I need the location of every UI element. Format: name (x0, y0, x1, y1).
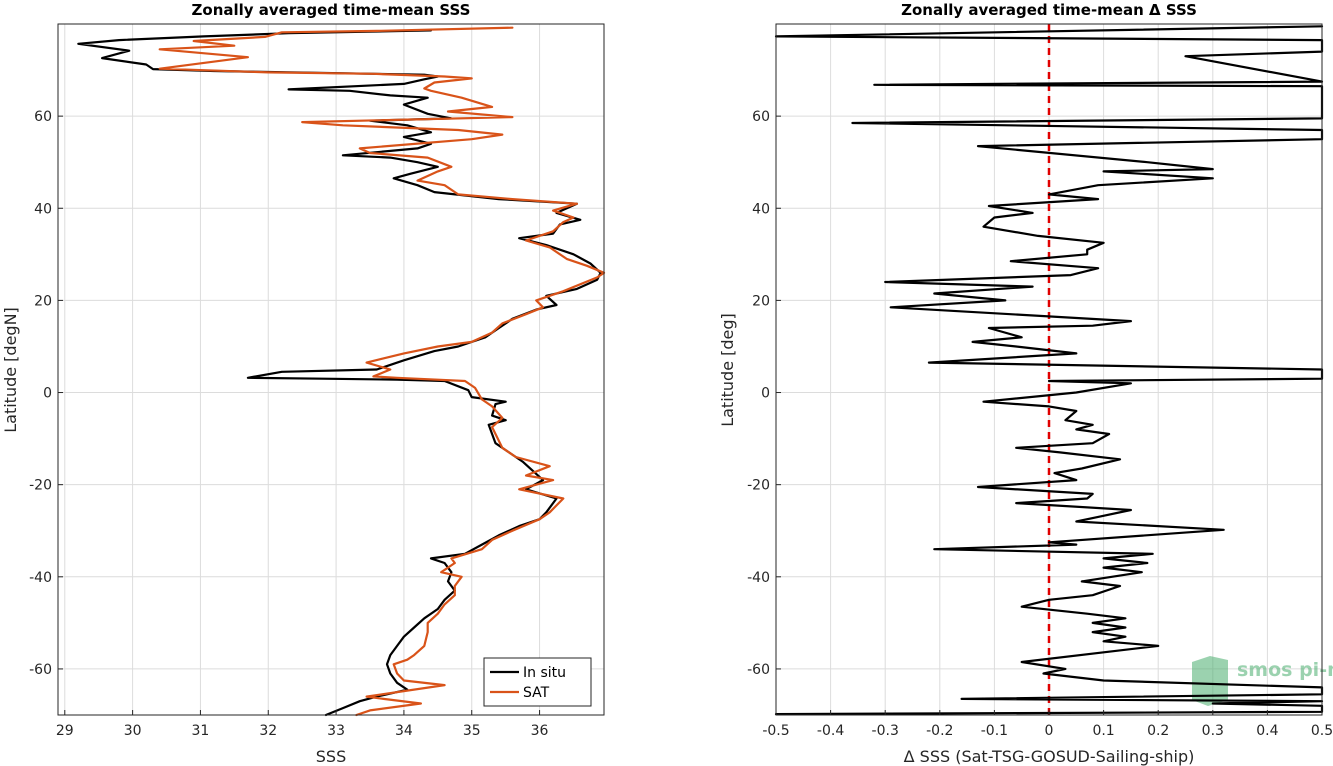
legend: In situ SAT (483, 657, 592, 707)
left-axes-box (57, 23, 605, 716)
left-series (77, 26, 606, 717)
left-x-tick-label: 33 (327, 723, 345, 739)
right-x-tick-label: 0 (1045, 723, 1054, 739)
right-y-tick-label: -60 (747, 662, 770, 678)
right-y-tick-label: 20 (752, 293, 770, 309)
left-plot-area (58, 24, 604, 715)
right-x-tick-label: -0.3 (872, 723, 899, 739)
right-x-tick-label: 0.2 (1147, 723, 1169, 739)
right-x-tick-label: -0.4 (817, 723, 844, 739)
left-x-tick-label: 31 (192, 723, 210, 739)
right-series-line-0 (774, 25, 1324, 716)
left-series-line-in-situ (77, 29, 602, 717)
left-y-tick-label: 20 (34, 293, 52, 309)
right-y-axis-label: Latitude [deg] (718, 313, 737, 427)
left-x-tick-label: 29 (56, 723, 74, 739)
left-x-tick-label: 34 (395, 723, 413, 739)
left-x-tick-label: 32 (259, 723, 277, 739)
left-series-line-sat (158, 26, 606, 717)
right-y-tick-label: 60 (752, 109, 770, 125)
right-x-tick-label: -0.1 (981, 723, 1008, 739)
right-x-tick-label: 0.3 (1202, 723, 1224, 739)
legend-box (483, 657, 592, 707)
left-x-axis-label: SSS (316, 747, 346, 766)
right-tick-labels: -0.5 -0.4 -0.3 -0.2 -0.1 0 0.1 0.2 0.3 0.4 0.5 -60 -… (747, 109, 1333, 739)
right-y-tick-label: 40 (752, 201, 770, 217)
right-x-tick-label: -0.5 (762, 723, 789, 739)
right-x-axis-label: Δ SSS (Sat-TSG-GOSUD-Sailing-ship) (904, 747, 1195, 766)
legend-label-in-situ: In situ (523, 665, 566, 681)
left-y-tick-label: 60 (34, 109, 52, 125)
left-x-tick-label: 36 (531, 723, 549, 739)
right-panel: smos pi-mep -0.5 -0.4 -0.3 -0.2 -0.1 0 0.1 0.2 0… (718, 1, 1333, 766)
right-y-tick-label: -20 (747, 478, 770, 494)
legend-label-sat: SAT (523, 685, 550, 701)
right-chart-title: Zonally averaged time-mean Δ SSS (901, 1, 1197, 19)
right-x-tick-label: 0.4 (1256, 723, 1278, 739)
left-x-tick-label: 35 (463, 723, 481, 739)
right-x-tick-label: 0.5 (1311, 723, 1333, 739)
left-x-tick-label: 30 (124, 723, 142, 739)
left-chart-title: Zonally averaged time-mean SSS (192, 1, 471, 19)
right-x-tick-label: 0.1 (1092, 723, 1114, 739)
left-y-tick-label: -60 (29, 662, 52, 678)
left-y-tick-label: -40 (29, 570, 52, 586)
left-tick-labels: 29 30 31 32 33 34 35 36 -60 -40 -20 0 20 40 60 (29, 109, 548, 739)
left-y-tick-label: 40 (34, 201, 52, 217)
left-panel: 29 30 31 32 33 34 35 36 -60 -40 -20 0 20 40 60 Zonally… (1, 1, 606, 766)
right-y-tick-label: -40 (747, 570, 770, 586)
right-series (774, 25, 1324, 716)
watermark-text: smos pi-mep (1237, 659, 1333, 681)
right-x-tick-label: -0.2 (926, 723, 953, 739)
watermark-logo (1192, 656, 1228, 706)
right-y-tick-label: 0 (761, 386, 770, 402)
left-y-axis-label: Latitude [degN] (1, 307, 20, 433)
watermark: smos pi-mep (1192, 656, 1333, 706)
left-y-tick-label: -20 (29, 478, 52, 494)
left-y-tick-label: 0 (43, 386, 52, 402)
